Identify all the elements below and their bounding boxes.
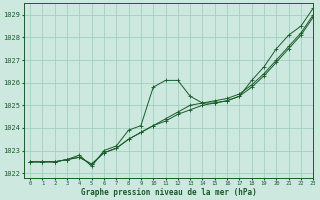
X-axis label: Graphe pression niveau de la mer (hPa): Graphe pression niveau de la mer (hPa) (81, 188, 257, 197)
